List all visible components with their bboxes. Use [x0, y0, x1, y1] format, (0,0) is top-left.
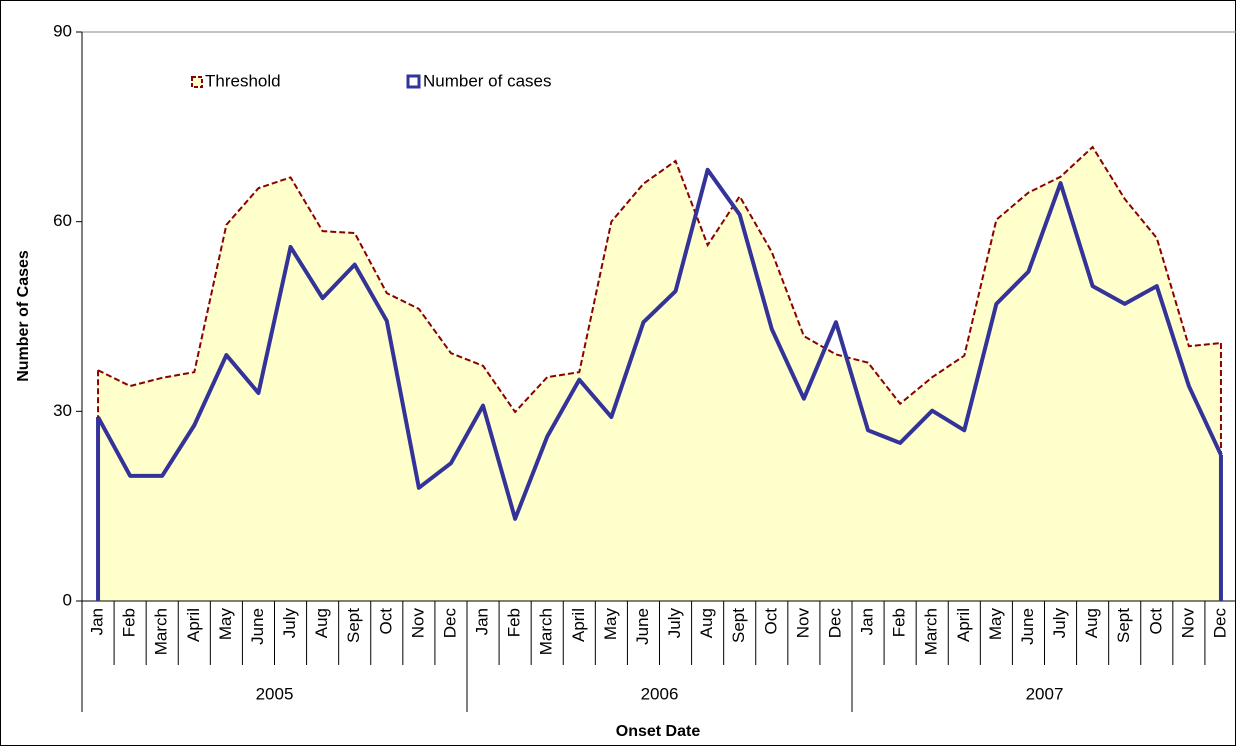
x-tick-label: Feb: [505, 608, 524, 637]
x-tick-label: Dec: [440, 608, 459, 639]
x-tick-label: Oct: [1146, 608, 1165, 635]
x-tick-label: Nov: [408, 608, 427, 639]
legend-swatch: [191, 76, 203, 88]
x-tick-label: March: [537, 608, 556, 655]
x-tick-label: Dec: [1210, 608, 1229, 639]
x-tick-label: Oct: [761, 608, 780, 635]
x-tick-label: April: [954, 608, 973, 642]
threshold-fill: [98, 147, 1221, 601]
x-tick-label: June: [248, 608, 267, 645]
legend-label: Number of cases: [423, 71, 552, 90]
x-tick-label: May: [216, 608, 235, 641]
x-tick-label: April: [569, 608, 588, 642]
x-tick-label: Oct: [376, 608, 395, 635]
x-tick-label: July: [665, 608, 684, 639]
x-tick-label: June: [1018, 608, 1037, 645]
x-tick-label: March: [152, 608, 171, 655]
x-tick-label: May: [601, 608, 620, 641]
x-tick-label: Jan: [858, 608, 877, 635]
x-tick-label: Jan: [88, 608, 107, 635]
x-tick-label: Dec: [825, 608, 844, 639]
x-tick-label: Feb: [890, 608, 909, 637]
x-tick-label: Sept: [1114, 608, 1133, 643]
x-tick-label: May: [986, 608, 1005, 641]
x-tick-label: Aug: [1082, 608, 1101, 638]
x-axis-title: Onset Date: [616, 723, 701, 740]
legend-swatch: [406, 74, 421, 89]
x-tick-label: Jan: [473, 608, 492, 635]
x-tick-label: April: [184, 608, 203, 642]
x-tick-label: July: [1050, 608, 1069, 639]
year-label: 2006: [641, 684, 679, 703]
y-tick-label: 90: [53, 21, 72, 40]
x-tick-label: July: [280, 608, 299, 639]
x-tick-label: March: [922, 608, 941, 655]
y-axis-title: Number of Cases: [15, 250, 32, 382]
y-tick-label: 0: [63, 590, 72, 609]
y-tick-label: 30: [53, 401, 72, 420]
threshold-line: [97, 145, 1222, 414]
x-tick-label: Aug: [312, 608, 331, 638]
x-tick-label: Sept: [729, 608, 748, 643]
x-tick-label: Sept: [344, 608, 363, 643]
x-tick-label: Aug: [697, 608, 716, 638]
y-tick-label: 60: [53, 211, 72, 230]
x-tick-label: June: [633, 608, 652, 645]
year-label: 2007: [1026, 684, 1064, 703]
legend-label: Threshold: [205, 71, 281, 90]
cases-line: [96, 167, 1223, 521]
x-tick-label: Nov: [793, 608, 812, 639]
x-tick-label: Feb: [120, 608, 139, 637]
year-label: 2005: [256, 684, 294, 703]
x-tick-label: Nov: [1178, 608, 1197, 639]
